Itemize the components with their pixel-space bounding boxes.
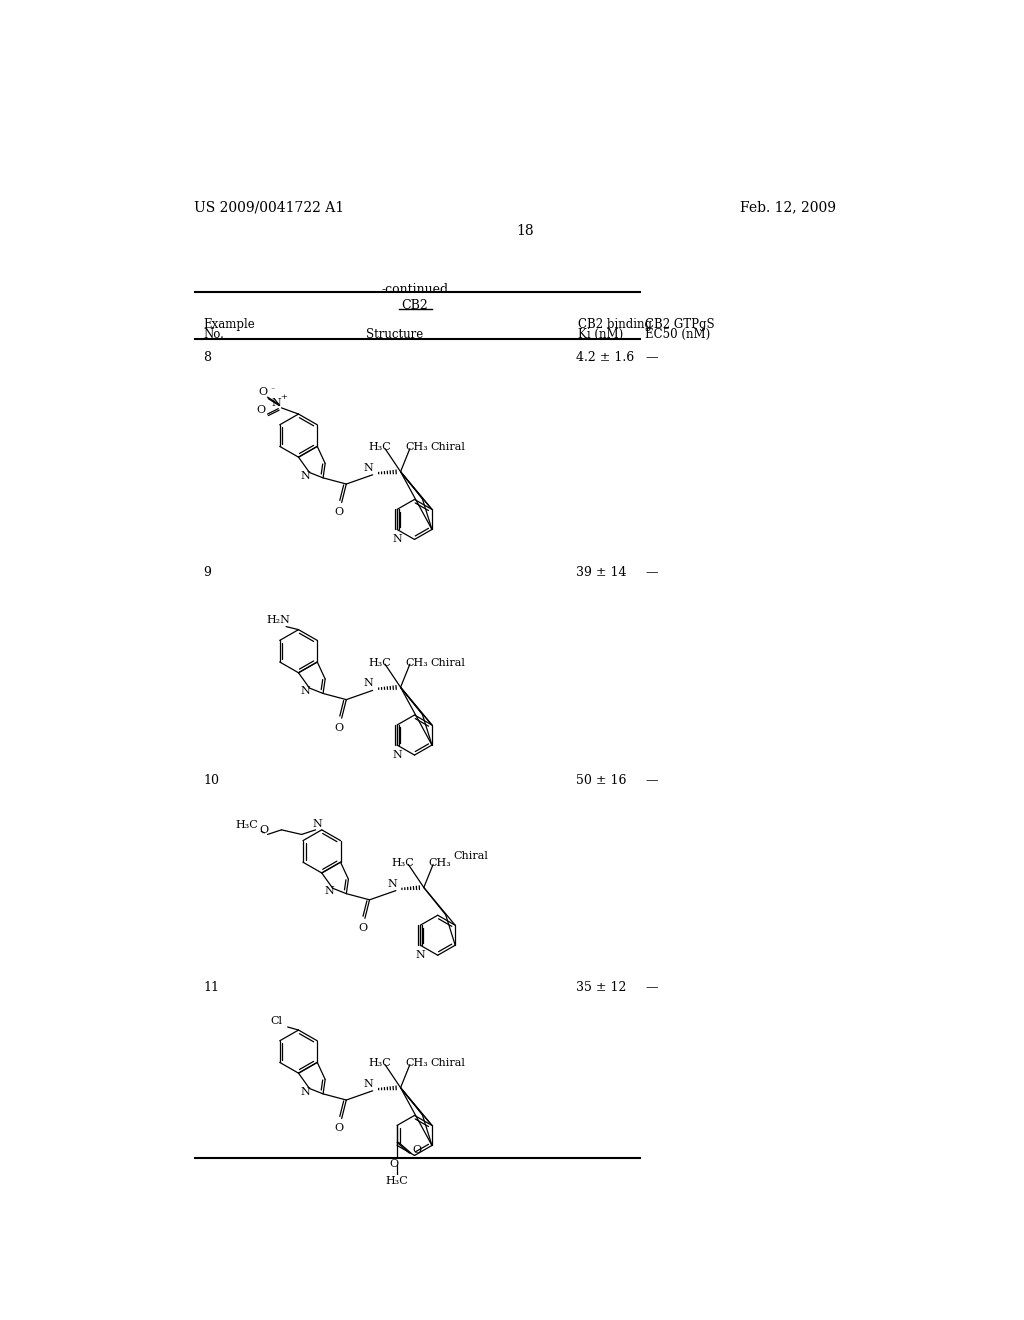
Text: O: O (259, 825, 268, 834)
Text: Example: Example (203, 318, 255, 331)
Text: No.: No. (203, 327, 224, 341)
Text: +: + (281, 393, 287, 401)
Text: 39 ± 14: 39 ± 14 (575, 566, 627, 579)
Text: —: — (646, 981, 658, 994)
Text: O: O (257, 405, 266, 416)
Text: CH₃: CH₃ (428, 858, 452, 869)
Text: H₃C: H₃C (234, 820, 258, 830)
Text: CB2 GTPgS: CB2 GTPgS (645, 318, 715, 331)
Text: O: O (358, 923, 368, 933)
Text: N: N (364, 1078, 374, 1089)
Text: Chiral: Chiral (430, 442, 465, 453)
Text: H₃C: H₃C (368, 442, 391, 453)
Text: -continued: -continued (381, 284, 449, 296)
Text: —: — (646, 566, 658, 579)
Text: CH₃: CH₃ (406, 1059, 428, 1068)
Text: CB2 binding: CB2 binding (578, 318, 651, 331)
Text: H₃C: H₃C (386, 1176, 409, 1187)
Text: N: N (364, 678, 374, 689)
Text: 10: 10 (203, 775, 219, 788)
Text: 35 ± 12: 35 ± 12 (575, 981, 627, 994)
Text: 50 ± 16: 50 ± 16 (575, 775, 627, 788)
Text: N: N (271, 399, 281, 408)
Text: N: N (392, 750, 402, 760)
Text: 4.2 ± 1.6: 4.2 ± 1.6 (575, 351, 634, 364)
Text: H₂N: H₂N (266, 615, 290, 626)
Text: Chiral: Chiral (430, 659, 465, 668)
Text: O: O (335, 723, 344, 733)
Text: —: — (646, 775, 658, 788)
Text: N: N (301, 686, 310, 696)
Text: N: N (301, 1086, 310, 1097)
Text: Chiral: Chiral (430, 1059, 465, 1068)
Text: 18: 18 (516, 224, 534, 238)
Text: O: O (389, 1159, 398, 1170)
Text: N: N (301, 470, 310, 480)
Text: O: O (335, 507, 344, 517)
Text: EC50 (nM): EC50 (nM) (645, 327, 711, 341)
Text: Cl: Cl (270, 1016, 283, 1026)
Text: Ki (nM): Ki (nM) (578, 327, 623, 341)
Text: H₃C: H₃C (391, 858, 414, 869)
Text: O: O (413, 1144, 422, 1155)
Text: CH₃: CH₃ (406, 659, 428, 668)
Text: N: N (312, 818, 322, 829)
Text: US 2009/0041722 A1: US 2009/0041722 A1 (194, 201, 344, 215)
Text: H₃C: H₃C (368, 1059, 391, 1068)
Text: 11: 11 (203, 981, 219, 994)
Text: O: O (335, 1123, 344, 1133)
Text: N: N (325, 886, 335, 896)
Text: O: O (258, 387, 267, 397)
Text: N: N (416, 950, 425, 960)
Text: Chiral: Chiral (454, 850, 488, 861)
Text: N: N (387, 879, 397, 888)
Text: N: N (392, 535, 402, 544)
Text: 8: 8 (203, 351, 211, 364)
Text: 9: 9 (203, 566, 211, 579)
Text: CB2: CB2 (401, 298, 428, 312)
Text: CH₃: CH₃ (406, 442, 428, 453)
Text: —: — (646, 351, 658, 364)
Text: N: N (364, 463, 374, 473)
Text: Structure: Structure (366, 327, 423, 341)
Text: ⁻: ⁻ (270, 387, 274, 395)
Text: Feb. 12, 2009: Feb. 12, 2009 (740, 201, 837, 215)
Text: H₃C: H₃C (368, 659, 391, 668)
